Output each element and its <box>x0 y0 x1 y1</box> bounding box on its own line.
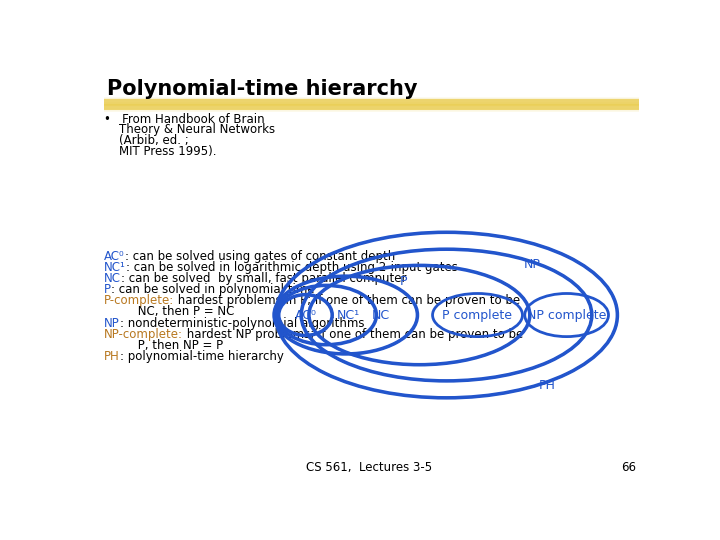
Text: : nondeterministic-polynomial algorithms: : nondeterministic-polynomial algorithms <box>120 316 364 329</box>
Text: NC, then P = NC: NC, then P = NC <box>104 306 234 319</box>
Text: NC¹: NC¹ <box>104 261 126 274</box>
Text: hardest problems in P; if one of them can be proven to be: hardest problems in P; if one of them ca… <box>174 294 521 307</box>
Text: : can be solved in polynomial time: : can be solved in polynomial time <box>111 283 315 296</box>
Text: Theory & Neural Networks: Theory & Neural Networks <box>104 123 275 136</box>
Text: P: P <box>104 283 111 296</box>
Text: NP complete: NP complete <box>527 308 606 321</box>
Text: : can be solved  by small, fast parallel computer: : can be solved by small, fast parallel … <box>121 272 407 285</box>
Text: : can be solved using gates of constant depth: : can be solved using gates of constant … <box>125 249 395 262</box>
Text: NP: NP <box>523 259 540 272</box>
Text: NC: NC <box>372 308 390 321</box>
Text: : can be solved in logarithmic depth using 2-input gates: : can be solved in logarithmic depth usi… <box>126 261 458 274</box>
Text: P complete: P complete <box>443 308 513 321</box>
Text: P: P <box>400 275 408 288</box>
Text: PH: PH <box>104 350 120 363</box>
Text: AC⁰: AC⁰ <box>294 308 316 321</box>
Text: MIT Press 1995).: MIT Press 1995). <box>104 145 217 158</box>
Text: PH: PH <box>539 379 556 392</box>
Text: •   From Handbook of Brain: • From Handbook of Brain <box>104 112 264 125</box>
Text: NC: NC <box>104 272 121 285</box>
Bar <box>104 99 639 110</box>
Text: : polynomial-time hierarchy: : polynomial-time hierarchy <box>120 350 284 363</box>
Text: CS 561,  Lectures 3-5: CS 561, Lectures 3-5 <box>306 462 432 475</box>
Text: 66: 66 <box>621 462 636 475</box>
Text: Polynomial-time hierarchy: Polynomial-time hierarchy <box>107 79 418 99</box>
Text: (Arbib, ed. ;: (Arbib, ed. ; <box>104 134 189 147</box>
Text: NP-complete:: NP-complete: <box>104 328 183 341</box>
Text: NP: NP <box>104 316 120 329</box>
Text: AC⁰: AC⁰ <box>104 249 125 262</box>
Text: P-complete:: P-complete: <box>104 294 174 307</box>
Text: P, then NP = P: P, then NP = P <box>104 339 223 352</box>
Text: NC¹: NC¹ <box>336 308 359 321</box>
Text: hardest NP problems; if one of them can be proven to be: hardest NP problems; if one of them can … <box>183 328 523 341</box>
